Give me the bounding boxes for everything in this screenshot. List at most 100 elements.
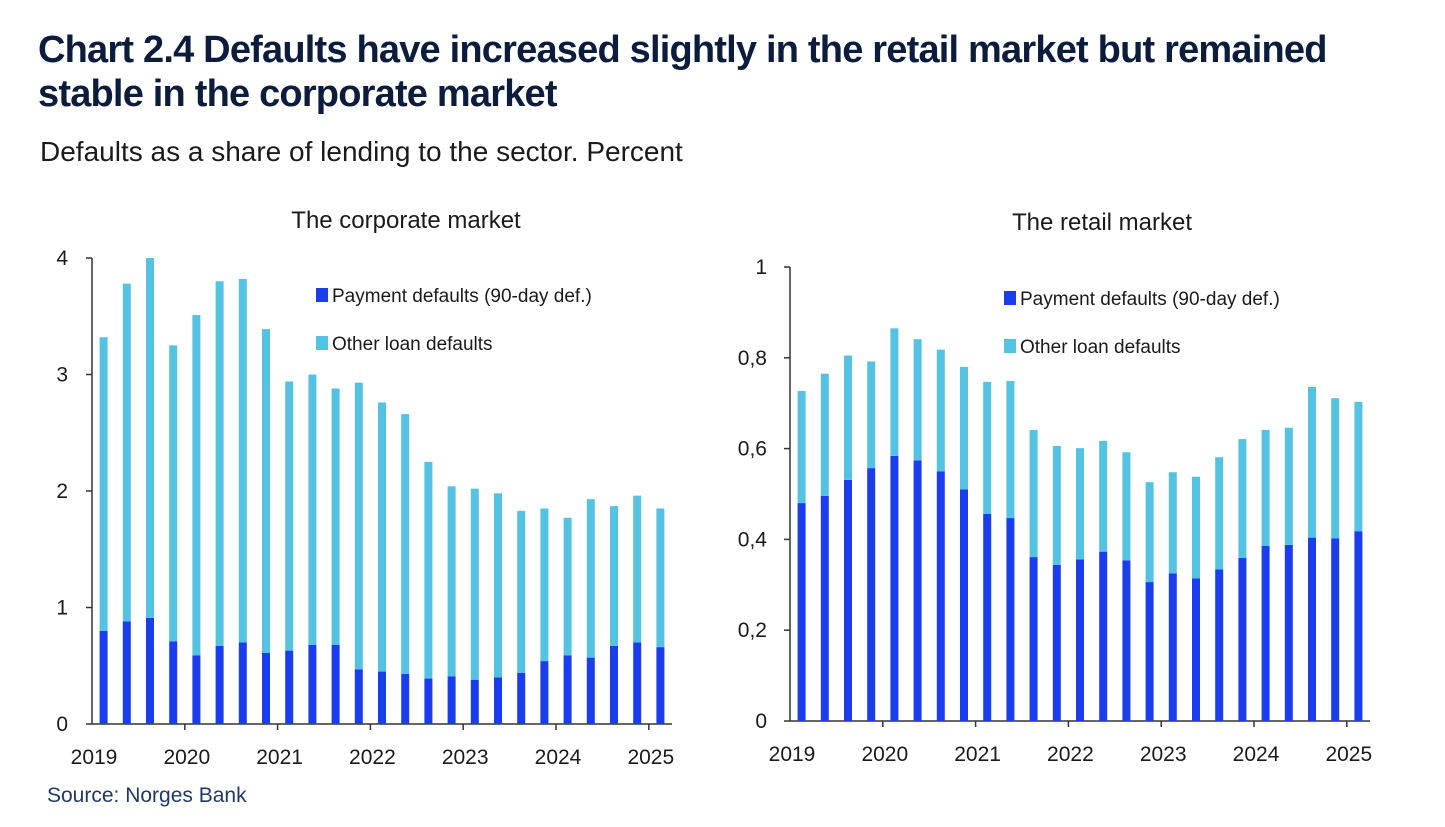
bar-other-0-10 [331,388,340,645]
bar-other-1-23 [1331,398,1340,539]
bar-other-1-4 [890,328,899,456]
bar-payment-0-1 [122,621,131,724]
bar-payment-0-22 [610,645,618,724]
bar-other-1-20 [1261,429,1270,546]
bar-payment-0-10 [331,644,340,724]
bar-other-0-24 [656,508,665,648]
bar-other-1-8 [983,381,992,514]
y-tick-label-1-5: 1 [755,256,767,279]
bar-payment-0-19 [540,661,549,724]
bar-other-1-9 [1006,380,1015,519]
bar-other-1-15 [1145,482,1154,583]
bar-payment-1-3 [867,468,876,721]
bar-payment-1-13 [1099,551,1108,721]
bar-other-0-21 [586,499,595,658]
bar-other-1-19 [1238,439,1247,559]
bar-other-0-8 [285,381,294,651]
bar-other-0-6 [238,278,247,643]
x-tick-label-1-0: 2019 [769,743,816,766]
x-tick-label-0-0: 2019 [71,746,118,769]
bar-payment-0-13 [401,673,410,724]
y-tick-label-1-0: 0 [755,710,767,733]
bar-payment-0-12 [378,671,386,724]
x-tick-label-1-2: 2021 [954,743,1001,766]
bar-payment-0-16 [470,679,479,724]
legend-swatch-payment-0 [316,288,328,302]
bar-payment-0-11 [354,669,363,724]
bar-payment-0-9 [308,644,317,724]
bar-other-0-1 [122,283,131,622]
y-tick-label-0-2: 2 [56,480,68,503]
x-tick-label-0-5: 2024 [535,746,582,769]
bar-other-0-16 [470,488,479,680]
x-tick-label-0-3: 2022 [349,746,396,769]
bar-other-1-5 [913,339,922,461]
panel-title-1: The retail market [1012,209,1192,236]
bar-payment-1-18 [1215,569,1224,721]
bar-other-0-5 [215,281,224,646]
bar-other-0-15 [447,486,456,677]
bar-payment-1-10 [1029,557,1038,721]
bar-payment-1-6 [936,471,945,721]
bar-other-1-24 [1354,401,1363,532]
bar-other-1-12 [1076,448,1084,560]
bar-other-0-13 [401,414,410,674]
bar-other-1-7 [960,366,968,490]
bar-other-0-7 [262,329,270,653]
bar-payment-0-17 [494,677,502,724]
bar-other-1-21 [1284,427,1293,545]
bar-payment-1-0 [797,503,806,721]
bar-other-0-17 [494,493,502,678]
x-tick-label-0-2: 2021 [256,746,303,769]
bar-payment-1-22 [1308,537,1316,721]
bar-payment-0-3 [169,641,178,724]
y-tick-label-1-4: 0,8 [738,347,767,370]
bar-other-0-11 [354,382,363,670]
bar-other-0-14 [424,461,433,679]
bar-payment-0-21 [586,657,595,724]
bar-other-0-18 [517,510,526,673]
bar-other-0-0 [99,337,108,631]
y-tick-label-0-1: 1 [56,597,68,620]
bar-payment-1-1 [820,495,829,721]
bar-payment-0-7 [262,652,270,724]
bar-payment-1-17 [1192,578,1200,721]
bar-other-0-19 [540,508,549,662]
x-tick-label-0-6: 2025 [627,746,674,769]
bar-other-1-13 [1099,440,1108,552]
x-tick-label-1-6: 2025 [1325,743,1372,766]
legend-label-other-1: Other loan defaults [1020,337,1181,358]
panel-title-0: The corporate market [291,207,521,234]
bar-other-1-2 [844,355,852,480]
bar-payment-0-5 [215,645,224,724]
bar-payment-0-2 [146,617,154,724]
bar-other-1-22 [1308,386,1316,538]
bar-other-1-3 [867,361,876,469]
bar-payment-0-6 [238,642,247,724]
bar-payment-1-8 [983,513,992,721]
bar-other-0-4 [192,315,201,656]
bar-payment-1-24 [1354,531,1363,721]
bar-other-1-1 [820,373,829,496]
legend-label-payment-0: Payment defaults (90-day def.) [332,286,592,307]
bar-payment-0-14 [424,678,433,724]
bar-payment-1-4 [890,455,899,721]
bar-payment-1-20 [1261,545,1270,721]
bar-other-1-18 [1215,457,1224,570]
bar-payment-0-4 [192,655,201,724]
bar-other-1-6 [936,349,945,472]
bar-payment-1-7 [960,489,968,721]
chart-subtitle: Defaults as a share of lending to the se… [40,136,683,167]
bar-other-0-2 [146,258,154,618]
bar-payment-1-5 [913,460,922,721]
legend-label-payment-1: Payment defaults (90-day def.) [1020,289,1280,310]
bar-payment-0-24 [656,647,665,724]
bar-other-0-22 [610,506,618,646]
bar-payment-1-21 [1284,544,1293,721]
x-tick-label-1-3: 2022 [1047,743,1094,766]
bar-other-0-23 [633,495,642,643]
y-tick-label-1-2: 0,4 [738,528,768,551]
y-tick-label-0-0: 0 [56,713,68,736]
x-tick-label-0-1: 2020 [163,746,210,769]
